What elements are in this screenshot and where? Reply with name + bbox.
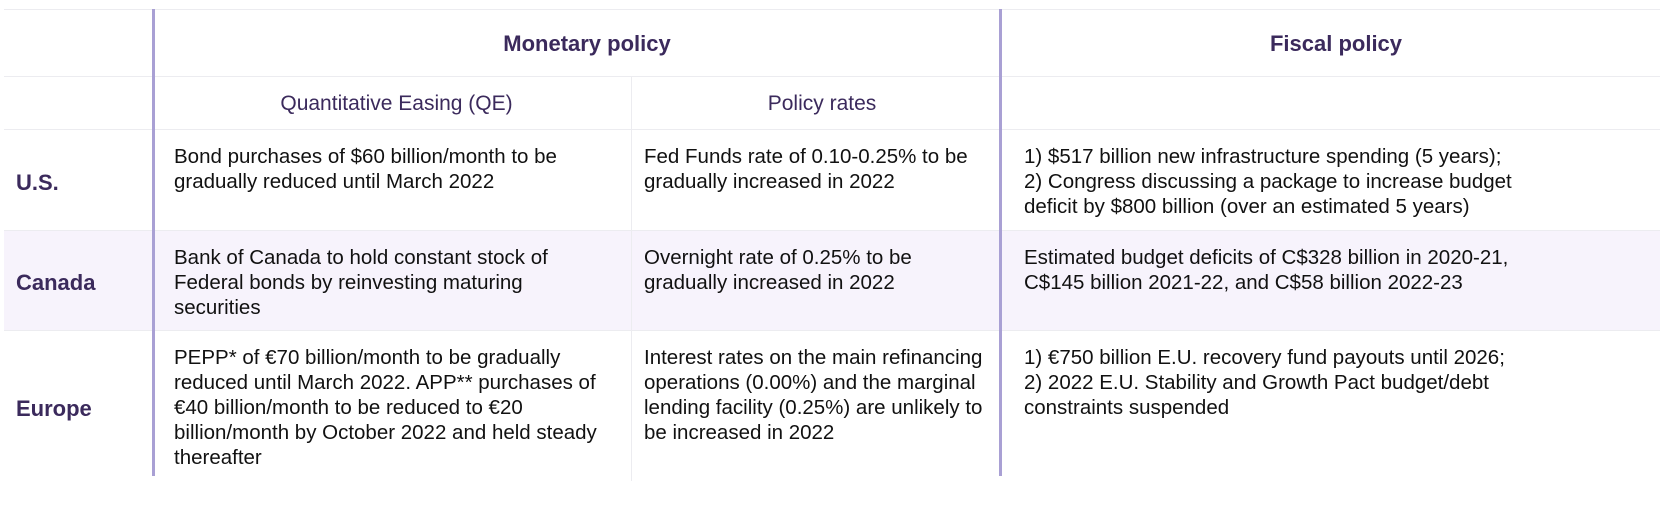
region-label: U.S.: [16, 169, 59, 195]
qe-text-line: Federal bonds by reinvesting maturing: [174, 271, 523, 294]
region-label: Canada: [16, 270, 96, 295]
qe-cell: Bond purchases of $60 billion/month to b…: [162, 130, 632, 230]
qe-text-line: gradually reduced until March 2022: [174, 170, 495, 193]
fiscal-cell: 1) €750 billion E.U. recovery fund payou…: [1012, 331, 1660, 481]
rates-text-line: Interest rates on the main refinancing: [644, 346, 983, 369]
table-row-europe: Europe PEPP* of €70 billion/month to be …: [4, 331, 1660, 481]
rates-cell: Interest rates on the main refinancing o…: [632, 331, 1012, 481]
rates-text-line: lending facility (0.25%) are unlikely to: [644, 396, 983, 419]
monetary-policy-header: Monetary policy: [503, 30, 671, 56]
rates-text-line: gradually increased in 2022: [644, 271, 895, 294]
qe-header-label: Quantitative Easing (QE): [280, 91, 513, 115]
qe-text-line: Bond purchases of $60 billion/month to b…: [174, 145, 557, 168]
fiscal-text-line: 1) $517 billion new infrastructure spend…: [1024, 145, 1502, 168]
rates-text-line: gradually increased in 2022: [644, 170, 895, 193]
qe-text-line: securities: [174, 296, 261, 319]
qe-cell: Bank of Canada to hold constant stock of…: [162, 231, 632, 330]
fiscal-text-line: 1) €750 billion E.U. recovery fund payou…: [1024, 346, 1505, 369]
fiscal-text-line: deficit by $800 billion (over an estimat…: [1024, 195, 1470, 218]
table-row-us: U.S. Bond purchases of $60 billion/month…: [4, 130, 1660, 231]
policy-table: Monetary policy Fiscal policy Quantitati…: [4, 9, 1660, 481]
fiscal-text-line: C$145 billion 2021-22, and C$58 billion …: [1024, 271, 1463, 294]
rates-cell: Fed Funds rate of 0.10-0.25% to be gradu…: [632, 130, 1012, 230]
monetary-left-divider: [152, 9, 155, 476]
qe-cell: PEPP* of €70 billion/month to be gradual…: [162, 331, 632, 481]
qe-text-line: thereafter: [174, 446, 262, 469]
qe-text-line: €40 billion/month to be reduced to €20: [174, 396, 523, 419]
qe-text-line: Bank of Canada to hold constant stock of: [174, 246, 548, 269]
rates-cell: Overnight rate of 0.25% to be gradually …: [632, 231, 1012, 330]
policy-rates-header: Policy rates: [767, 91, 877, 115]
header-row-groups: Monetary policy Fiscal policy: [4, 9, 1660, 77]
header-row-subgroups: Quantitative Easing (QE) Policy rates: [4, 77, 1660, 130]
fiscal-text-line: 2) 2022 E.U. Stability and Growth Pact b…: [1024, 371, 1489, 394]
fiscal-text-line: Estimated budget deficits of C$328 billi…: [1024, 246, 1509, 269]
qe-text-line: billion/month by October 2022 and held s…: [174, 421, 597, 444]
qe-text-line: reduced until March 2022. APP** purchase…: [174, 371, 596, 394]
rates-text-line: be increased in 2022: [644, 421, 835, 444]
table-row-canada: Canada Bank of Canada to hold constant s…: [4, 231, 1660, 331]
fiscal-policy-header: Fiscal policy: [1269, 30, 1403, 56]
fiscal-cell: Estimated budget deficits of C$328 billi…: [1012, 231, 1660, 330]
fiscal-text-line: 2) Congress discussing a package to incr…: [1024, 170, 1512, 193]
region-label: Europe: [16, 395, 92, 421]
rates-text-line: Overnight rate of 0.25% to be: [644, 246, 912, 269]
fiscal-text-line: constraints suspended: [1024, 396, 1230, 419]
qe-header: Quantitative Easing (QE): [162, 77, 632, 129]
fiscal-cell: 1) $517 billion new infrastructure spend…: [1012, 130, 1660, 230]
rates-text-line: Fed Funds rate of 0.10-0.25% to be: [644, 145, 968, 168]
fiscal-left-divider: [999, 9, 1002, 476]
qe-text-line: PEPP* of €70 billion/month to be gradual…: [174, 346, 561, 369]
rates-text-line: operations (0.00%) and the marginal: [644, 371, 976, 394]
